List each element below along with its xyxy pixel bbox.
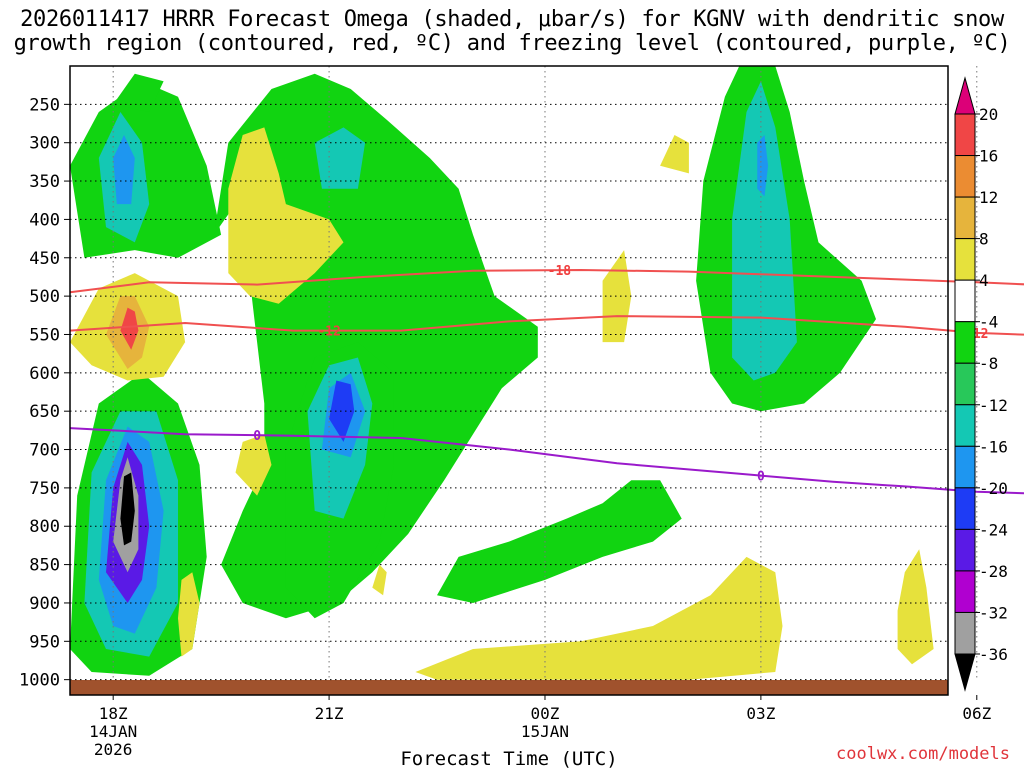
- omega-region-orange-east-lower-top: [1020, 511, 1024, 542]
- colorbar-label: 20: [979, 105, 998, 124]
- chart-title-line1: 2026011417 HRRR Forecast Omega (shaded, …: [20, 7, 1004, 32]
- y-tick-label: 600: [29, 364, 60, 384]
- colorbar-label: 12: [979, 188, 998, 207]
- y-tick-label: 900: [29, 594, 60, 614]
- dgz-contour-label: -12: [317, 325, 340, 340]
- omega-region-teal-column-03z: [732, 81, 797, 381]
- omega-shading: [70, 66, 1024, 680]
- colorbar-band: [954, 279, 976, 323]
- colorbar-label: -24: [979, 520, 1008, 539]
- dgz-contour--12: [69, 315, 1024, 336]
- colorbar-label: -16: [979, 437, 1008, 456]
- y-tick-label: 800: [29, 517, 60, 537]
- omega-region-yellow-patch-02z: [660, 135, 689, 174]
- omega-region-yellow-small-20z: [235, 434, 272, 496]
- y-tick-label: 750: [29, 479, 60, 499]
- freezing-level-label: 0: [757, 470, 765, 485]
- freezing-level-contour: [69, 427, 1024, 495]
- y-tick-label: 500: [29, 287, 60, 307]
- omega-region-green-left-top: [113, 73, 164, 112]
- colorbar-band: [954, 445, 976, 489]
- colorbar-band: [954, 238, 976, 281]
- colorbar-label: -12: [979, 396, 1008, 415]
- y-axis: 250 300 350 400 450 500 550 600 650 700 750 800 850 9…: [19, 95, 70, 691]
- colorbar-label: -32: [979, 603, 1008, 622]
- freezing-level-label: 0: [253, 429, 261, 444]
- colorbar-band: [954, 611, 976, 655]
- colorbar-band: [954, 362, 976, 406]
- x-tick-year: 2026: [94, 740, 133, 759]
- chart-title: 2026011417 HRRR Forecast Omega (shaded, …: [0, 8, 1024, 56]
- grid-lines: [70, 66, 978, 681]
- omega-region-west-black-core: [120, 472, 135, 546]
- site-credit: coolwx.com/models: [836, 744, 1010, 764]
- omega-region-hook-teal-21z: [314, 127, 366, 189]
- omega-region-yellow-small-05z: [897, 549, 934, 665]
- y-tick-label: 250: [29, 95, 60, 115]
- x-tick-label: 06Z: [962, 704, 991, 723]
- colorbar-band: [954, 528, 976, 572]
- dgz-contour--18: [69, 268, 1024, 294]
- y-tick-label: 700: [29, 441, 60, 461]
- omega-region-mid-red-west: [120, 307, 139, 350]
- y-tick-label: 550: [29, 325, 60, 345]
- y-tick-label: 1000: [19, 671, 60, 691]
- omega-region-yellow-bottom-east: [415, 556, 783, 680]
- x-tick-date: 14JAN: [89, 722, 137, 741]
- plot-frame: [69, 65, 949, 696]
- x-axis-label: Forecast Time (UTC): [400, 748, 617, 768]
- x-tick-label: 00Z: [531, 704, 560, 723]
- chart-title-line2: growth region (contoured, red, ºC) and f…: [13, 31, 1011, 56]
- colorbar-label: -20: [979, 479, 1008, 498]
- omega-region-yellow-plume-20z: [228, 127, 344, 304]
- omega-region-yellow-small-19z: [178, 572, 200, 657]
- colorbar: 20 16 12 8 4 -4 -8 -12 -16 -20 -24 -28 -32 -36: [954, 76, 1008, 692]
- colorbar-label: -4: [979, 313, 998, 332]
- x-tick-label: 03Z: [746, 704, 775, 723]
- x-tick-label: 18Z: [99, 704, 128, 723]
- colorbar-label: 16: [979, 147, 998, 166]
- colorbar-label: -8: [979, 354, 998, 373]
- ground-surface: [70, 680, 948, 695]
- colorbar-band: [954, 570, 976, 613]
- y-tick-label: 300: [29, 134, 60, 154]
- y-tick-label: 450: [29, 249, 60, 269]
- colorbar-band: [954, 113, 976, 157]
- dgz-contour-label: -18: [548, 264, 572, 279]
- colorbar-label: 4: [979, 271, 989, 290]
- omega-region-yellow-small-21z: [372, 564, 387, 596]
- colorbar-band: [954, 404, 976, 447]
- omega-region-darkblue-blob-21z: [329, 380, 355, 442]
- y-tick-label: 850: [29, 556, 60, 576]
- colorbar-label: -28: [979, 562, 1008, 581]
- y-tick-label: 650: [29, 402, 60, 422]
- colorbar-band: [954, 196, 976, 240]
- omega-region-upper-blue-west: [113, 135, 135, 205]
- colorbar-band: [954, 487, 976, 530]
- x-axis: 18Z14JAN202621Z00Z15JAN03Z06Z09Z: [89, 695, 992, 759]
- colorbar-label: -36: [979, 645, 1008, 664]
- colorbar-bottom-arrow: [954, 653, 976, 692]
- y-tick-label: 400: [29, 210, 60, 230]
- colorbar-band: [954, 321, 976, 364]
- omega-region-yellow-small-01z: [602, 250, 632, 343]
- contour-lines: -18 -12 -12 0 0: [69, 264, 1024, 495]
- omega-region-green-bottom-00z: [437, 480, 682, 603]
- y-tick-label: 950: [29, 632, 60, 652]
- colorbar-band: [954, 155, 976, 198]
- colorbar-top-arrow: [954, 76, 976, 115]
- x-tick-label: 21Z: [315, 704, 344, 723]
- colorbar-label: 8: [979, 230, 989, 249]
- x-tick-date: 15JAN: [521, 722, 569, 741]
- omega-region-orange-east-lower: [1013, 588, 1024, 669]
- y-tick-label: 350: [29, 172, 60, 192]
